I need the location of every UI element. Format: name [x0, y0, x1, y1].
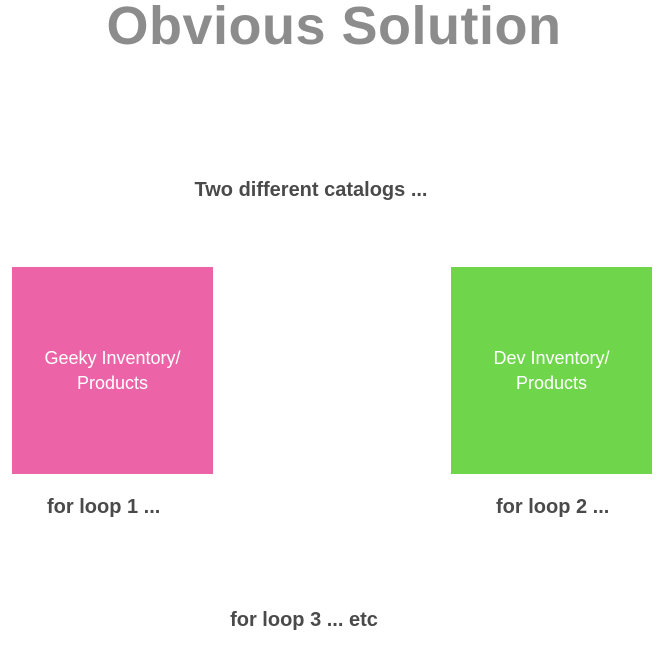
dev-inventory-label: Dev Inventory/ Products: [493, 347, 610, 393]
catalogs-caption: Two different catalogs ...: [194, 179, 428, 201]
geeky-inventory-label: Geeky Inventory/ Products: [44, 347, 181, 393]
dev-inventory-box: Dev Inventory/ Products: [451, 267, 652, 474]
loop-2-label: for loop 2 ...: [496, 496, 610, 518]
slide-title: Obvious Solution: [106, 0, 562, 56]
loop-3-label: for loop 3 ... etc: [230, 609, 378, 631]
geeky-inventory-box: Geeky Inventory/ Products: [12, 267, 213, 474]
loop-1-label: for loop 1 ...: [47, 496, 161, 518]
